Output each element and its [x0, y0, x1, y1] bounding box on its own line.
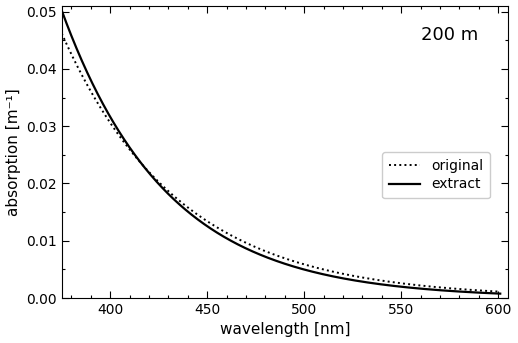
extract [59, 8, 65, 12]
original [236, 237, 242, 241]
extract [497, 292, 503, 296]
Legend: original, extract: original, extract [382, 152, 490, 198]
original [497, 289, 503, 294]
X-axis label: wavelength [nm]: wavelength [nm] [220, 322, 350, 338]
original [409, 282, 415, 286]
original [252, 245, 258, 249]
Line: extract: extract [62, 10, 500, 294]
Y-axis label: absorption [m⁻¹]: absorption [m⁻¹] [6, 88, 21, 216]
extract [400, 285, 407, 289]
original [59, 31, 65, 35]
original [104, 115, 110, 119]
original [400, 282, 407, 286]
extract [236, 243, 242, 247]
extract [252, 250, 258, 255]
Line: original: original [62, 33, 500, 292]
original [359, 275, 366, 280]
extract [359, 280, 366, 284]
extract [104, 108, 110, 113]
Text: 200 m: 200 m [421, 26, 479, 44]
extract [409, 286, 415, 290]
